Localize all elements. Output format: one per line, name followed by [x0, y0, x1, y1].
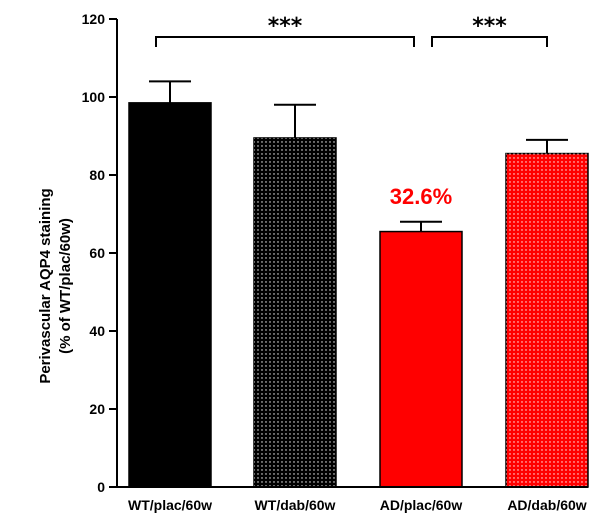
bars-layer: WT/plac/60w WT/dab/60w AD/plac/60w AD/dab/6…: [128, 80, 589, 513]
y-tick-label: 20: [89, 401, 105, 417]
y-tick-label: 80: [89, 167, 105, 183]
x-tick-label: AD/dab/60w: [507, 497, 586, 513]
bar-ad-plac-60w: [379, 230, 463, 488]
y-tick-label: 60: [89, 245, 105, 261]
y-axis-label-line2: (% of WT/plac/60w): [57, 218, 74, 354]
axes-layer: 0 20 40 60 80 100 120: [82, 11, 588, 495]
y-tick-label: 100: [82, 89, 106, 105]
significance-label: ***: [268, 14, 303, 39]
y-tick-label: 120: [82, 11, 106, 27]
y-axis-label: Perivascular AQP4 staining (% of WT/plac…: [37, 188, 74, 383]
significance-layer: *** ***: [155, 14, 548, 47]
significance-bracket: [431, 36, 548, 47]
significance-label: ***: [472, 14, 507, 39]
y-tick-label: 0: [97, 479, 105, 495]
y-tick-label: 40: [89, 323, 105, 339]
bar-dot-pattern: [506, 153, 588, 488]
x-tick-label: AD/plac/60w: [380, 497, 463, 513]
bar-dot-pattern: [254, 137, 336, 487]
x-tick-label: WT/plac/60w: [128, 497, 212, 513]
percent-annotation: 32.6%: [390, 184, 452, 209]
significance-bracket: [155, 36, 415, 47]
y-axis-label-line1: Perivascular AQP4 staining: [37, 188, 54, 383]
x-tick-label: WT/dab/60w: [255, 497, 336, 513]
bar-wt-plac-60w: [128, 102, 212, 488]
